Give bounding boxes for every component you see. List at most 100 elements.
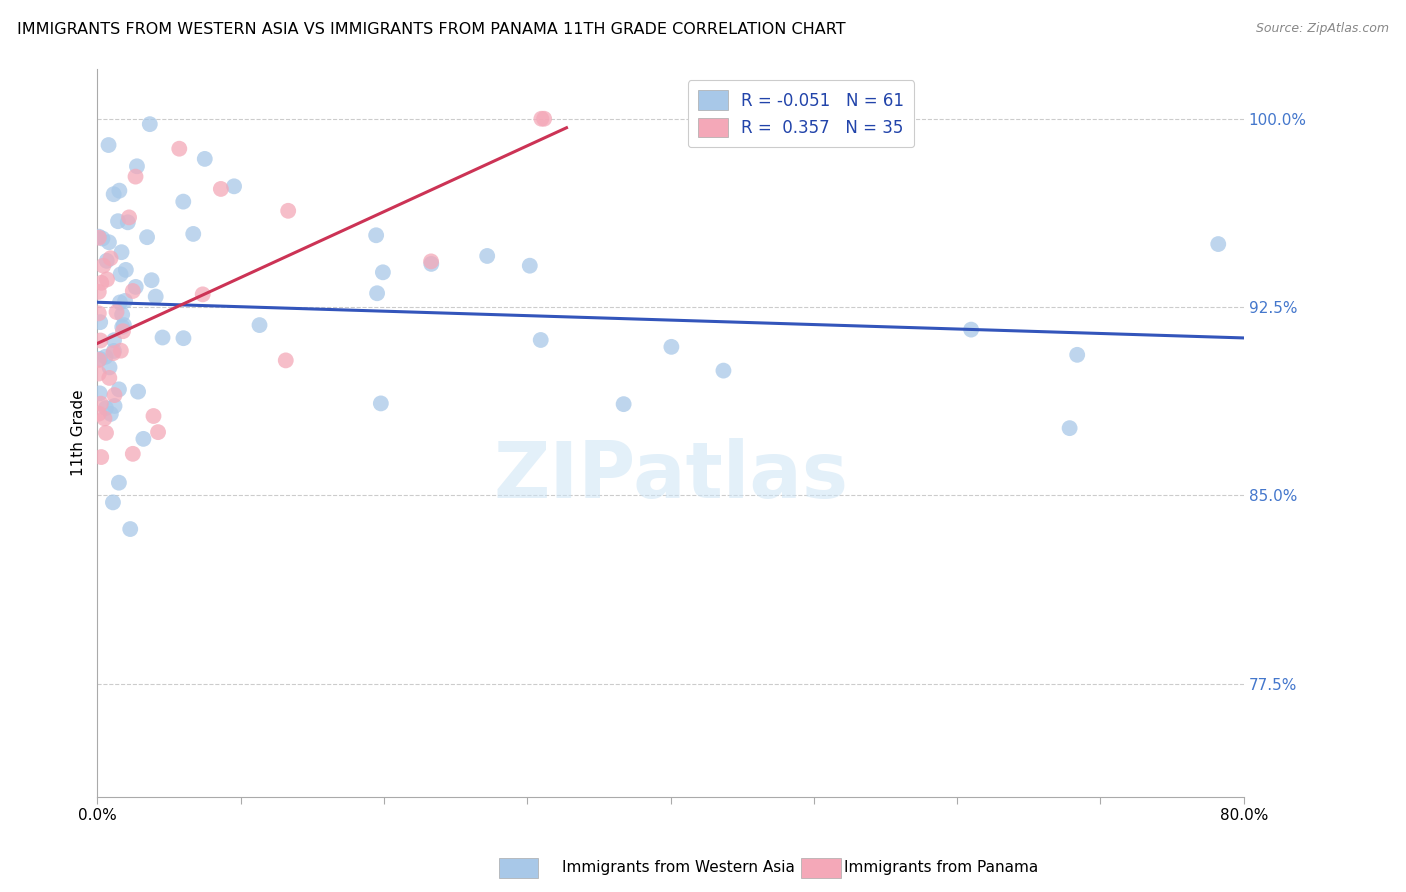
Point (87, 407, 110, 421)
Point (111, 324, 134, 338)
Point (89, 386, 111, 401)
Point (1059, 421, 1081, 435)
Point (87, 285, 110, 299)
Point (105, 305, 128, 319)
Point (103, 333, 125, 347)
Point (103, 388, 125, 402)
Point (152, 330, 174, 344)
Point (87, 230, 110, 244)
Point (477, 249, 499, 263)
Point (420, 254, 443, 268)
Point (101, 495, 124, 509)
Point (169, 142, 191, 156)
Point (117, 215, 139, 229)
Point (93, 411, 115, 425)
Point (172, 194, 194, 209)
Text: ZIPatlas: ZIPatlas (494, 438, 848, 515)
Point (118, 211, 141, 225)
Point (115, 263, 138, 277)
Text: Immigrants from Panama: Immigrants from Panama (844, 861, 1038, 875)
Point (132, 432, 155, 446)
Point (112, 318, 135, 332)
Point (111, 320, 134, 334)
Point (89, 315, 111, 329)
Point (125, 159, 148, 173)
Point (98, 371, 121, 385)
Point (371, 265, 394, 279)
Point (91, 231, 114, 245)
Point (100, 252, 122, 266)
Point (146, 425, 169, 439)
Point (125, 280, 148, 294)
Point (121, 284, 143, 298)
Point (107, 214, 129, 228)
Legend: R = -0.051   N = 61, R =  0.357   N = 35: R = -0.051 N = 61, R = 0.357 N = 35 (688, 80, 914, 147)
Point (103, 187, 125, 202)
Point (97, 138, 120, 153)
Point (139, 117, 162, 131)
Point (142, 409, 165, 423)
Point (172, 331, 194, 345)
Point (110, 245, 132, 260)
Point (127, 384, 149, 399)
Y-axis label: 11th Grade: 11th Grade (72, 389, 86, 476)
Point (145, 289, 167, 303)
Point (1206, 237, 1229, 252)
Point (87, 353, 110, 368)
Point (98, 360, 121, 375)
Point (100, 407, 122, 421)
Point (366, 286, 388, 301)
Point (87, 306, 110, 320)
Point (97, 235, 120, 250)
Point (89, 351, 111, 366)
Point (103, 399, 125, 413)
Point (87, 229, 110, 244)
Point (191, 287, 214, 301)
Point (136, 230, 159, 244)
Point (370, 396, 392, 410)
Point (91, 259, 114, 273)
Point (194, 152, 217, 166)
Text: Immigrants from Western Asia: Immigrants from Western Asia (562, 861, 796, 875)
Point (108, 475, 131, 490)
Point (110, 268, 132, 282)
Point (103, 346, 125, 360)
Point (90, 276, 112, 290)
Point (420, 257, 443, 271)
Point (120, 522, 142, 536)
Point (111, 308, 134, 322)
Point (181, 227, 204, 241)
Point (530, 112, 553, 126)
Point (89, 334, 111, 348)
Point (90, 397, 112, 411)
Point (114, 293, 136, 308)
Point (96, 253, 118, 268)
Point (613, 397, 636, 411)
Point (96, 272, 118, 286)
Point (121, 447, 143, 461)
Text: Source: ZipAtlas.com: Source: ZipAtlas.com (1256, 22, 1389, 36)
Point (1066, 348, 1088, 362)
Point (110, 343, 132, 358)
Point (366, 228, 388, 243)
Text: IMMIGRANTS FROM WESTERN ASIA VS IMMIGRANTS FROM PANAMA 11TH GRADE CORRELATION CH: IMMIGRANTS FROM WESTERN ASIA VS IMMIGRAN… (17, 22, 845, 37)
Point (533, 112, 555, 126)
Point (530, 333, 553, 347)
Point (222, 179, 245, 194)
Point (94, 401, 117, 415)
Point (274, 353, 297, 368)
Point (141, 273, 163, 287)
Point (103, 343, 125, 358)
Point (519, 259, 541, 273)
Point (713, 363, 735, 377)
Point (277, 203, 299, 218)
Point (108, 184, 131, 198)
Point (960, 323, 983, 337)
Point (94, 350, 117, 364)
Point (108, 382, 131, 396)
Point (108, 295, 131, 310)
Point (249, 318, 271, 332)
Point (209, 182, 232, 196)
Point (90, 450, 112, 464)
Point (94, 425, 117, 440)
